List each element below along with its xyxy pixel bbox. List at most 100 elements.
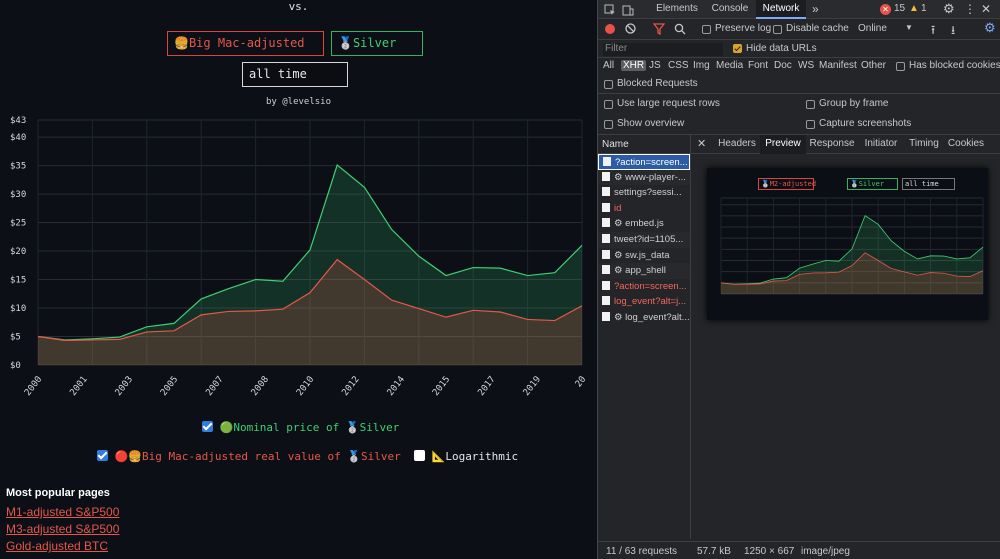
request-row[interactable]: ?action=screen... [598,279,690,295]
type-other[interactable]: Other [861,60,887,71]
network-settings-icon[interactable]: ⚙ [984,20,996,35]
filter-bar: Filter Hide data URLs [598,40,1000,58]
request-row[interactable]: ⚙ www-player-... [598,169,690,186]
type-media[interactable]: Media [716,60,744,71]
tab-preview[interactable]: Preview [760,135,806,154]
tab-initiator[interactable]: Initiator [864,138,898,149]
blocked-cookies-checkbox[interactable] [896,62,905,71]
request-row[interactable]: ⚙ app_shell [598,263,690,279]
preview-image: 🥈M2-adjusted 🥈Silver all time [707,168,988,320]
y-tick-label: $25 [10,219,26,229]
group-frame-checkbox[interactable] [806,100,815,109]
preserve-log-checkbox[interactable] [702,25,711,34]
x-tick-label: 2010 [295,375,316,398]
type-xhr[interactable]: XHR [621,60,647,71]
request-row[interactable]: settings?sessi... [598,185,690,201]
x-tick-label: 2005 [159,375,180,398]
price-chart: $0$5$10$15$20$25$30$35$40$43 2000 2001 200… [10,116,588,398]
blocked-requests-checkbox[interactable] [604,80,613,89]
hide-data-urls-label: Hide data URLs [746,43,817,54]
name-column-header[interactable]: Name [598,134,690,154]
legend-vs: vs. [288,0,309,13]
thumb-areas [720,215,984,294]
more-vert-icon[interactable]: ⋮ [964,2,976,16]
file-icon [603,157,611,166]
group-frame-label: Group by frame [819,98,889,109]
large-rows-checkbox[interactable] [604,100,613,109]
image-dimensions: 1250 × 667 [744,546,795,557]
capture-screenshots-label: Capture screenshots [819,118,912,129]
type-manifest[interactable]: Manifest [819,60,857,71]
type-css[interactable]: CSS [668,60,689,71]
search-icon[interactable] [674,23,686,35]
file-icon [602,218,610,228]
request-row[interactable]: tweet?id=1105... [598,231,690,248]
more-tabs-icon[interactable]: » [812,2,819,16]
settings-gear-icon[interactable]: ⚙ [943,1,955,16]
record-icon[interactable] [605,24,615,34]
capture-screenshots-checkbox[interactable] [806,120,815,129]
request-row[interactable]: ⚙ embed.js [598,216,690,232]
y-tick-label: $35 [10,162,26,172]
request-row[interactable]: ⚙ log_event?alt... [598,310,690,326]
hide-data-urls-checkbox[interactable] [733,44,742,53]
log-checkbox[interactable] [414,450,425,461]
type-font[interactable]: Font [748,60,769,71]
popular-link[interactable]: Gold-adjusted BTC [6,539,109,553]
disable-cache-checkbox[interactable] [773,25,782,34]
preserve-log-label: Preserve log [715,23,772,34]
error-icon[interactable]: ✕ [880,4,891,15]
filter-input[interactable]: Filter [603,43,723,56]
request-row[interactable]: ⚙ sw.js_data [598,248,690,264]
close-icon[interactable]: ✕ [981,2,992,16]
request-row[interactable]: id [598,201,690,217]
popular-heading: Most popular pages [6,487,110,499]
show-overview-checkbox[interactable] [604,120,613,129]
warning-icon[interactable]: ▲ [909,3,919,14]
tab-network[interactable]: Network [756,0,806,19]
tab-console[interactable]: Console [711,3,749,14]
import-icon[interactable]: ⭱ [931,23,936,37]
tab-elements[interactable]: Elements [656,3,698,14]
devtools-panel: Elements Console Network » ✕ 15 ▲ 1 ⚙ ⋮ … [597,0,1000,559]
type-all[interactable]: All [603,60,615,71]
popular-link[interactable]: M3-adjusted S&P500 [6,522,120,536]
clear-icon[interactable] [625,23,636,34]
type-doc[interactable]: Doc [774,60,792,71]
inspect-icon[interactable] [604,4,616,16]
request-row[interactable]: log_event?alt=j... [598,294,690,310]
metal-selector[interactable]: 🥈Silver [331,31,423,56]
tab-timing[interactable]: Timing [909,138,939,149]
tab-cookies[interactable]: Cookies [947,138,985,149]
request-name: ⚙ log_event?alt... [614,311,690,323]
chevron-down-icon[interactable]: ▼ [905,23,913,32]
tab-response[interactable]: Response [809,138,855,149]
file-icon [602,233,610,243]
type-img[interactable]: Img [693,60,710,71]
adjustment-selector[interactable]: 🍔Big Mac-adjusted [167,31,324,56]
type-js[interactable]: JS [649,60,661,71]
adjusted-checkbox[interactable] [97,450,108,461]
file-icon [602,249,610,259]
nominal-checkbox[interactable] [202,421,213,432]
time-range-selector[interactable]: all time [242,62,348,87]
request-row[interactable]: ?action=screen... [598,154,690,170]
warning-count: 1 [921,3,927,14]
close-preview-icon[interactable]: ✕ [697,138,707,150]
x-tick-label: 2014 [386,375,407,398]
show-overview-label: Show overview [617,118,685,129]
series-line [37,258,583,342]
tab-headers[interactable]: Headers [718,138,756,149]
file-icon [602,280,610,290]
chart-grid [37,119,583,366]
large-rows-label: Use large request rows [617,98,720,109]
device-toolbar-icon[interactable] [622,4,634,16]
y-tick-label: $20 [10,247,26,257]
export-icon[interactable]: ⭳ [951,23,956,37]
throttle-select[interactable]: Online [858,23,887,34]
popular-link[interactable]: M1-adjusted S&P500 [6,505,120,519]
type-ws[interactable]: WS [798,60,815,71]
series-area [38,259,582,365]
filter-icon[interactable] [653,23,665,35]
x-tick-label: 2003 [114,375,135,398]
